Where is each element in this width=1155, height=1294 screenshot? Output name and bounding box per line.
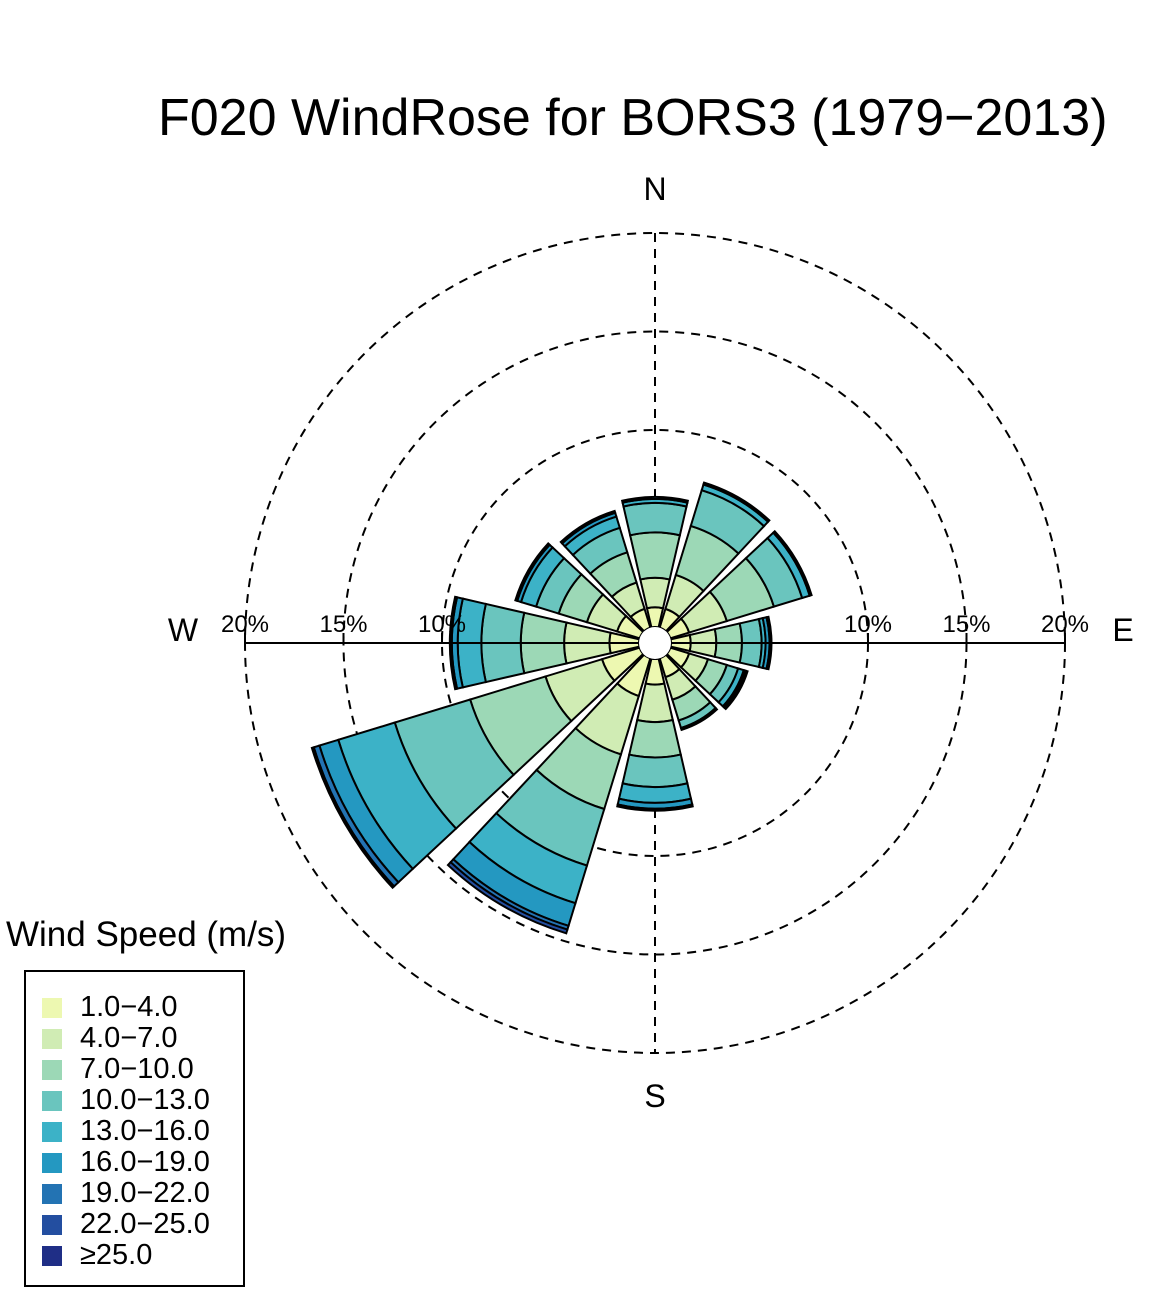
wedge-ESE-bin-6: [722, 669, 749, 711]
wedge-ENE: [665, 529, 813, 640]
polar-axes: [244, 627, 1066, 659]
legend-item: 4.0−7.0: [42, 1022, 178, 1054]
legend-item: 7.0−10.0: [42, 1053, 194, 1085]
legend-swatch: [42, 1090, 62, 1111]
legend-swatch: [42, 1028, 62, 1049]
legend-item: 16.0−19.0: [42, 1146, 210, 1178]
wedge-S: [616, 657, 694, 812]
wedge-WSW-bin-7: [310, 746, 396, 890]
radial-label-west-20: 20%: [221, 611, 269, 638]
wedge-ENE-bin-5: [771, 529, 813, 597]
radial-label-west-10: 10%: [418, 611, 466, 638]
radial-label-west-15: 15%: [319, 611, 367, 638]
wedge-WNW: [514, 542, 645, 640]
legend-title: Wind Speed (m/s): [6, 915, 287, 954]
chart-title: F020 WindRose for BORS3 (1979−2013): [158, 89, 1108, 147]
legend-item: 19.0−22.0: [42, 1177, 210, 1209]
center-hole: [639, 627, 671, 659]
compass-west: W: [168, 612, 199, 648]
legend-swatch: [42, 1121, 62, 1142]
wedge-NNW: [559, 509, 652, 633]
wedge-S-bin-6: [616, 803, 694, 812]
wedge-S-bin-2: [628, 718, 682, 759]
wedge-S-bin-1: [636, 682, 674, 723]
legend-label: 10.0−13.0: [80, 1084, 210, 1116]
legend-item: 13.0−16.0: [42, 1115, 210, 1147]
legend-swatch: [42, 1152, 62, 1173]
wedge-S-bin-3: [621, 753, 689, 788]
wedge-ESE: [665, 646, 749, 711]
wedge-NNW-bin-6: [559, 509, 617, 545]
wedge-NNE: [658, 481, 771, 633]
legend-item: 22.0−25.0: [42, 1208, 210, 1240]
wedge-W-bin-6: [448, 595, 459, 691]
wedge-N-bin-5: [620, 496, 690, 504]
wedge-SSE: [658, 653, 719, 732]
legend-label: 7.0−10.0: [80, 1053, 194, 1085]
wedge-N-bin-1: [639, 576, 671, 610]
legend-swatch: [42, 1059, 62, 1080]
legend-swatch: [42, 997, 62, 1018]
compass-east: E: [1112, 612, 1133, 648]
legend-label: 22.0−25.0: [80, 1208, 210, 1240]
legend-label: 1.0−4.0: [80, 991, 178, 1023]
wedge-SSW-bin-7: [446, 860, 569, 935]
legend-item: 1.0−4.0: [42, 991, 178, 1023]
compass-south: S: [644, 1078, 665, 1114]
legend-label: 4.0−7.0: [80, 1022, 178, 1054]
legend-label: ≥25.0: [80, 1239, 153, 1271]
radial-label-east-20: 20%: [1041, 611, 1089, 638]
legend-label: 19.0−22.0: [80, 1177, 210, 1209]
radial-label-east-10: 10%: [844, 611, 892, 638]
wedge-WSW: [310, 646, 645, 890]
wedge-N-bin-3: [622, 501, 688, 537]
wedge-N-bin-2: [628, 531, 682, 581]
polar-labels: N S W E 20% 15% 10% 10% 15% 20%: [168, 171, 1134, 1114]
wedge-E-bin-6: [765, 615, 773, 671]
wind-rose-wedges: [310, 481, 813, 935]
compass-north: N: [643, 171, 666, 207]
legend-item: ≥25.0: [42, 1239, 153, 1271]
wedge-N: [620, 496, 690, 629]
legend-label: 16.0−19.0: [80, 1146, 210, 1178]
legend-swatch: [42, 1245, 62, 1266]
legend-item: 10.0−13.0: [42, 1084, 210, 1116]
radial-label-east-15: 15%: [942, 611, 990, 638]
legend-swatch: [42, 1183, 62, 1204]
wedge-SSE-bin-4: [679, 706, 719, 732]
wedge-NNE-bin-5: [702, 481, 771, 524]
legend: 1.0−4.0 4.0−7.0 7.0−10.0 10.0−13.0 13.0−16.0…: [24, 970, 245, 1287]
wedge-WNW-bin-6: [514, 542, 552, 603]
legend-swatch: [42, 1214, 62, 1235]
legend-label: 13.0−16.0: [80, 1115, 210, 1147]
wedge-SSW: [446, 653, 652, 935]
